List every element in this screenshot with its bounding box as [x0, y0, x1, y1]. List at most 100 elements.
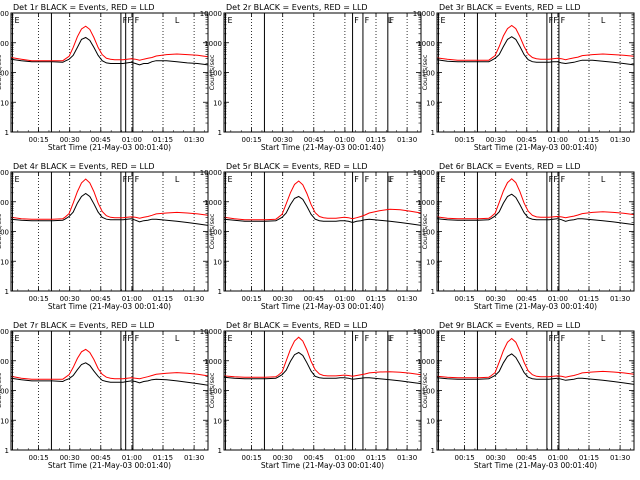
flag-label: F [553, 16, 558, 25]
flag-label: E [441, 175, 446, 184]
flag-label: F [354, 334, 359, 343]
flag-label: F [365, 175, 370, 184]
x-tick-label: 00:15 [241, 454, 261, 462]
y-tick-label: 10 [213, 99, 222, 107]
y-axis-label: Counts/sec [421, 54, 429, 90]
x-tick-label: 01:15 [366, 295, 386, 303]
flag-label: L [175, 334, 180, 343]
y-tick-label: 1 [5, 288, 9, 296]
flag-label: L [388, 175, 393, 184]
y-tick-label: 10 [426, 417, 435, 425]
flag-label: E [441, 334, 446, 343]
y-tick-label: 1 [5, 129, 9, 137]
y-tick-label: 1000 [0, 40, 9, 48]
x-tick-label: 00:30 [60, 136, 80, 144]
y-tick-label: 1000 [204, 40, 222, 48]
x-tick-label: 01:30 [184, 136, 204, 144]
x-tick-label: 00:30 [486, 295, 506, 303]
detector-panel-3: Det 3r BLACK = Events, RED = LLD E F F F L 1 10… [413, 3, 635, 152]
y-tick-label: 10 [0, 258, 9, 266]
flag-label: E [228, 16, 233, 25]
x-tick-label: 01:00 [548, 454, 568, 462]
x-tick-label: 00:30 [60, 454, 80, 462]
flag-label: F [123, 334, 128, 343]
y-tick-label: 10000 [413, 10, 435, 18]
y-axis-label: Counts/sec [208, 54, 216, 90]
x-axis-label: Start Time (21-May-03 00:01:40) [48, 302, 171, 311]
x-tick-label: 01:00 [122, 454, 142, 462]
x-axis-label: Start Time (21-May-03 00:01:40) [474, 302, 597, 311]
x-tick-label: 00:45 [304, 136, 324, 144]
series-lld-line [223, 180, 422, 221]
flag-label: L [175, 175, 180, 184]
y-tick-label: 100 [422, 229, 435, 237]
detector-panel-6: Det 6r BLACK = Events, RED = LLD E F F F L 1 10… [413, 162, 635, 311]
flag-label: F [365, 16, 370, 25]
flag-label: E [441, 16, 446, 25]
y-tick-label: 1 [5, 447, 9, 455]
y-tick-label: 1000 [204, 358, 222, 366]
flag-label: L [601, 175, 606, 184]
x-tick-label: 01:00 [122, 136, 142, 144]
flag-label: E [228, 334, 233, 343]
y-tick-label: 1 [431, 447, 435, 455]
x-tick-label: 00:30 [60, 295, 80, 303]
x-tick-label: 01:30 [184, 295, 204, 303]
flag-label: E [15, 334, 20, 343]
flag-label: F [135, 175, 140, 184]
flag-label: F [365, 334, 370, 343]
y-axis-label: Counts/sec [208, 372, 216, 408]
panel-title: Det 2r BLACK = Events, RED = LLD [226, 3, 368, 12]
y-tick-label: 100 [422, 70, 435, 78]
y-axis-label: Counts/sec [0, 372, 3, 408]
flag-label: F [549, 16, 554, 25]
series-lld-line [223, 336, 422, 378]
x-tick-label: 00:45 [91, 454, 111, 462]
x-tick-label: 01:15 [579, 295, 599, 303]
flag-label: F [389, 175, 394, 184]
x-tick-label: 01:15 [366, 136, 386, 144]
panel-title: Det 1r BLACK = Events, RED = LLD [13, 3, 155, 12]
flag-label: E [15, 16, 20, 25]
flag-label: F [127, 16, 132, 25]
x-axis-label: Start Time (21-May-03 00:01:40) [261, 302, 384, 311]
series-lld-line [10, 25, 209, 62]
series-events-line [223, 195, 422, 226]
series-events-line [436, 353, 635, 385]
y-tick-label: 100 [0, 70, 9, 78]
flag-label: E [15, 175, 20, 184]
flag-label: L [388, 16, 393, 25]
flag-label: F [561, 175, 566, 184]
x-tick-label: 00:30 [273, 454, 293, 462]
series-events-line [10, 192, 209, 226]
y-tick-label: 10000 [0, 10, 9, 18]
flag-label: L [601, 16, 606, 25]
y-tick-label: 1000 [0, 199, 9, 207]
series-events-line [223, 351, 422, 385]
x-axis-label: Start Time (21-May-03 00:01:40) [261, 143, 384, 152]
x-tick-label: 00:30 [486, 136, 506, 144]
x-tick-label: 00:45 [91, 136, 111, 144]
flag-label: F [561, 334, 566, 343]
x-tick-label: 00:15 [241, 136, 261, 144]
x-axis-label: Start Time (21-May-03 00:01:40) [474, 461, 597, 470]
y-tick-label: 100 [209, 229, 222, 237]
flag-label: F [135, 334, 140, 343]
y-tick-label: 1 [431, 288, 435, 296]
y-tick-label: 100 [0, 229, 9, 237]
x-tick-label: 00:45 [517, 454, 537, 462]
y-tick-label: 1 [218, 447, 222, 455]
x-tick-label: 00:15 [454, 295, 474, 303]
x-tick-label: 00:15 [454, 136, 474, 144]
y-tick-label: 1000 [417, 199, 435, 207]
x-tick-label: 01:30 [610, 295, 630, 303]
series-events-line [10, 362, 209, 386]
x-tick-label: 01:15 [153, 136, 173, 144]
x-tick-label: 00:30 [273, 136, 293, 144]
y-tick-label: 10000 [413, 328, 435, 336]
series-lld-line [10, 348, 209, 380]
